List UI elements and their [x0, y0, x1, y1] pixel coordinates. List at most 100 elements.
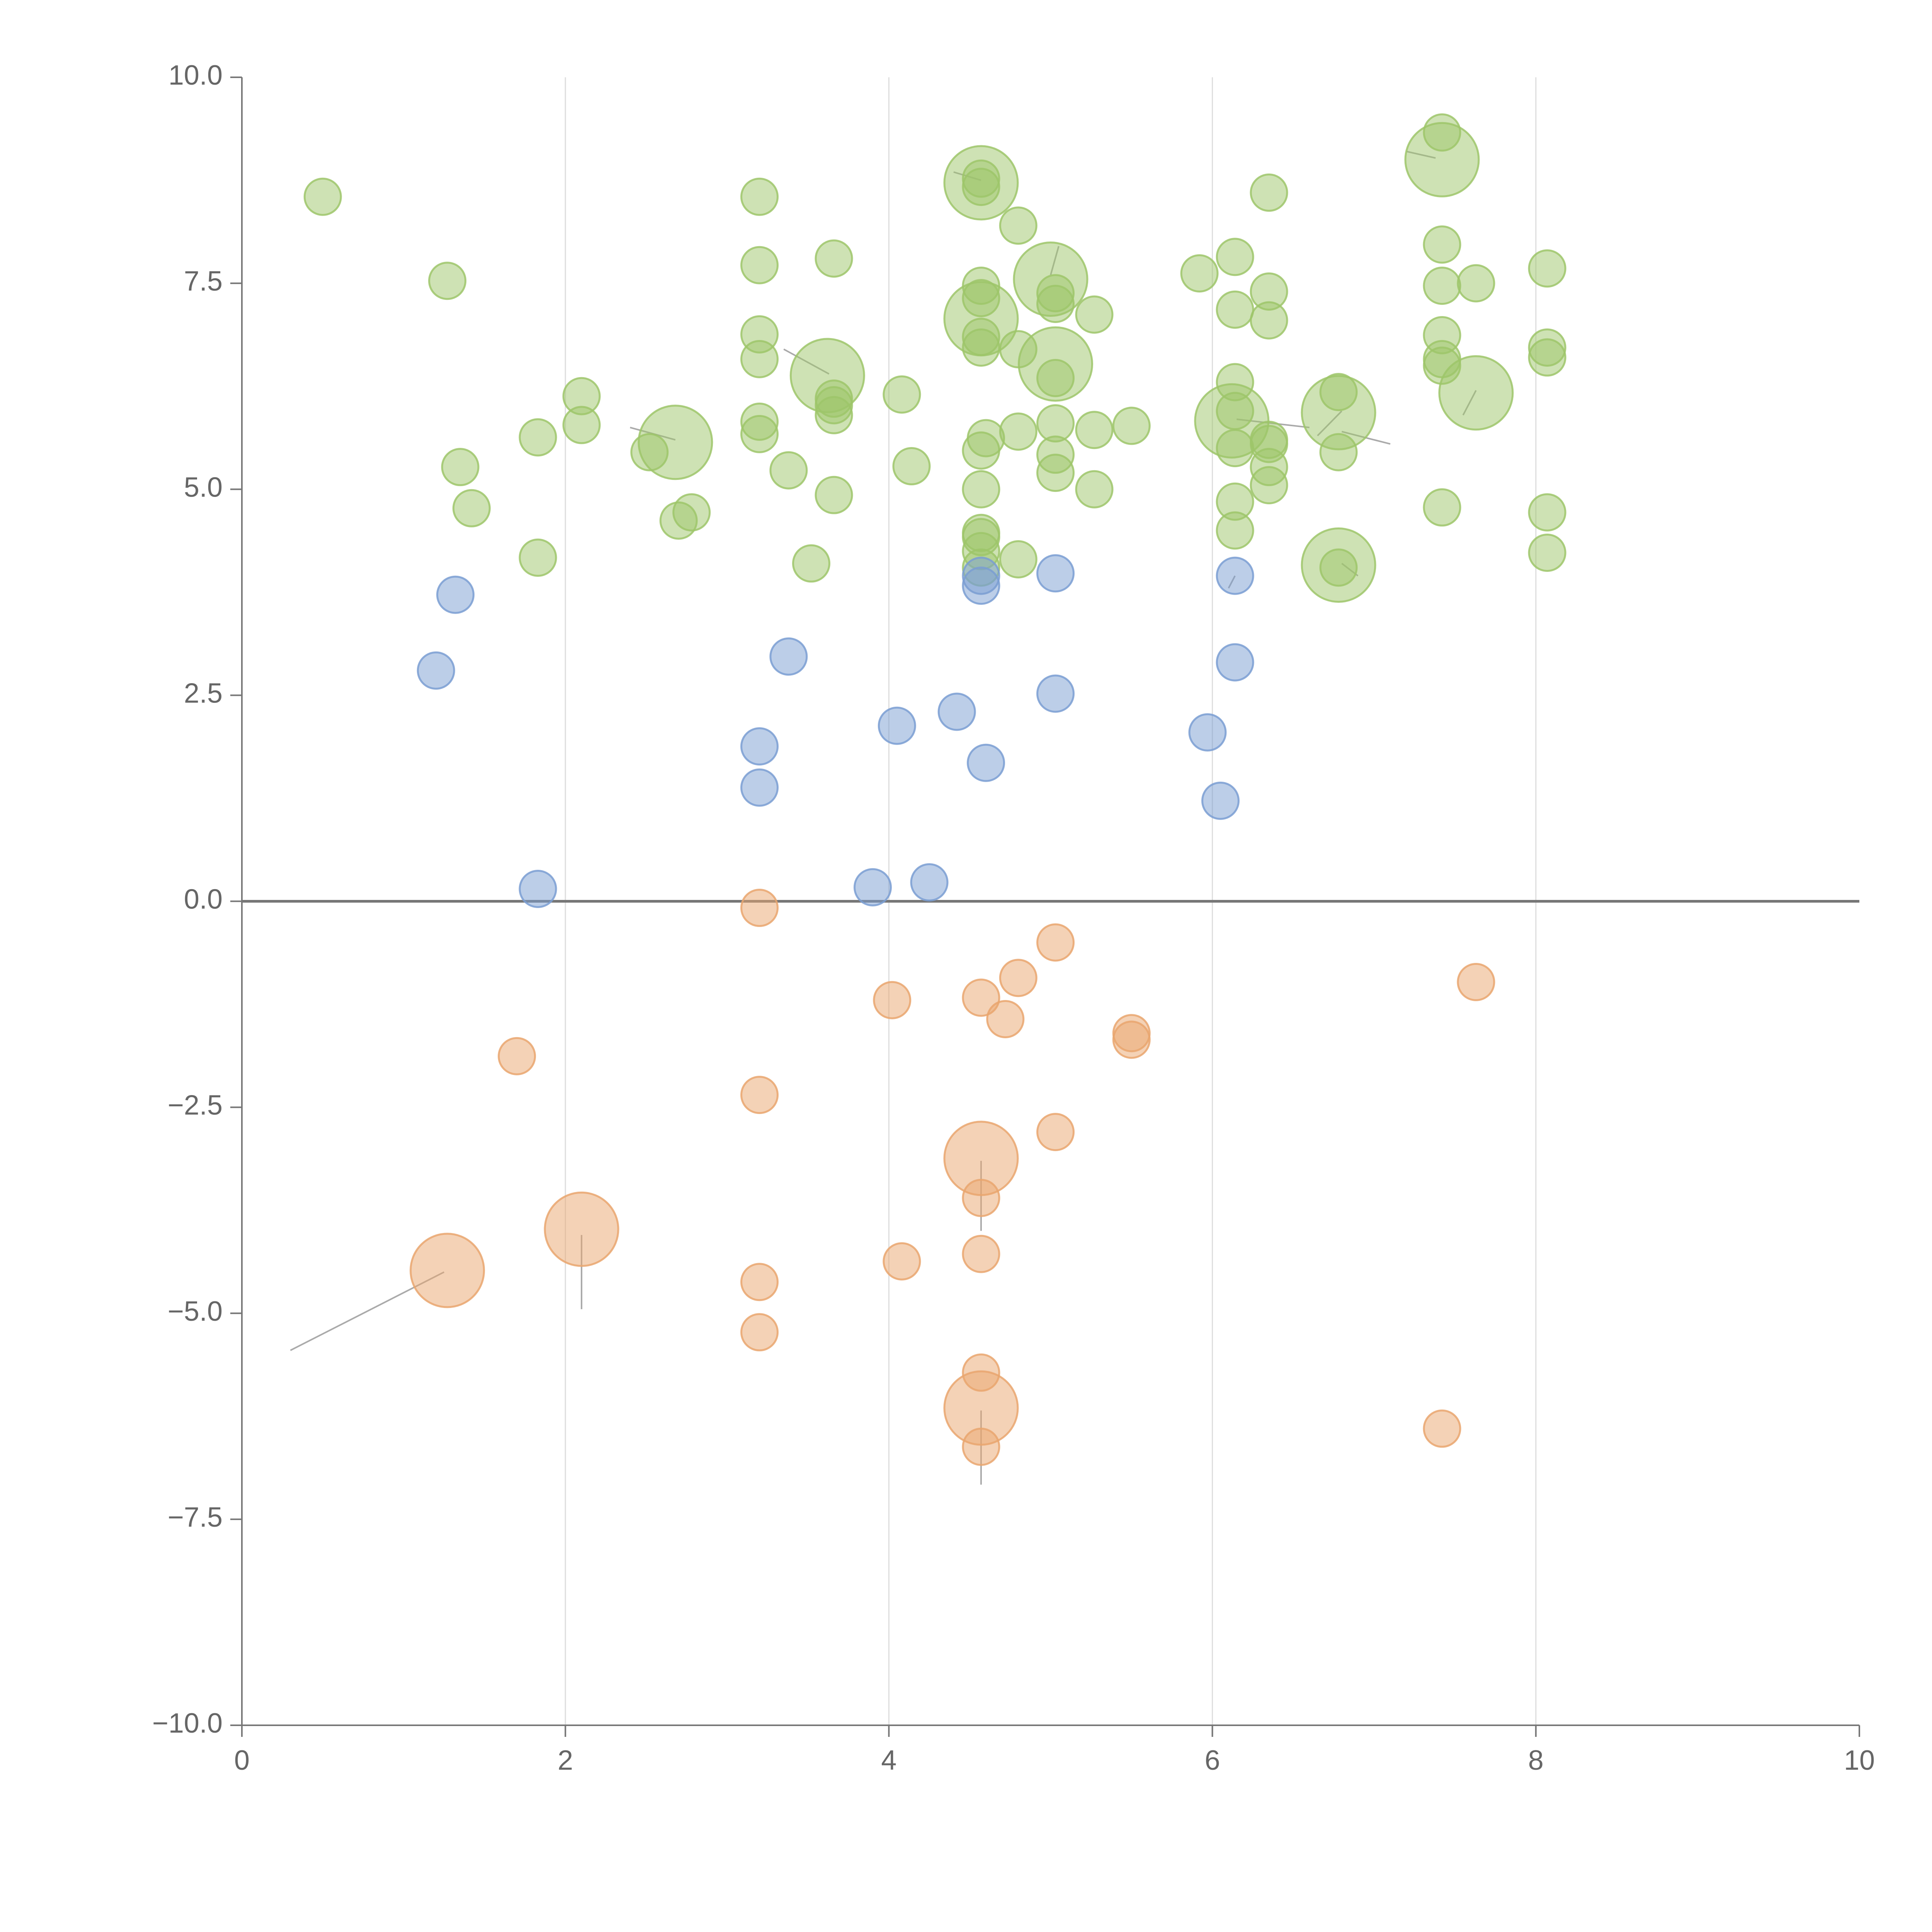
data-point [1036, 359, 1075, 397]
data-point [986, 1000, 1025, 1038]
data-point [740, 246, 779, 284]
data-point [962, 1179, 1000, 1217]
data-point [878, 706, 916, 745]
y-tick-label: 10.0 [168, 60, 223, 91]
data-point [967, 419, 1005, 457]
x-tick-label: 0 [234, 1745, 250, 1776]
data-point [1423, 267, 1461, 305]
data-point [1216, 429, 1254, 468]
data-point [740, 727, 779, 766]
data-point [417, 651, 455, 690]
x-tick-label: 2 [558, 1745, 573, 1776]
data-point [740, 415, 779, 453]
data-point [740, 340, 779, 378]
x-tick-label: 8 [1528, 1745, 1544, 1776]
data-point [769, 637, 808, 676]
data-point [999, 412, 1037, 451]
data-point [519, 870, 557, 908]
data-point [498, 1037, 536, 1075]
data-point [1036, 1113, 1075, 1151]
data-point [792, 544, 830, 583]
data-point [519, 418, 557, 457]
data-point [962, 328, 1000, 367]
data-point [1319, 373, 1358, 412]
axes: 0 2 4 6 8 10 10.0 7.5 5.0 2.5 0.0 −2.5 −5.0 −7.5 −10.0 [152, 60, 1875, 1776]
data-point [1250, 173, 1288, 212]
data-point [1438, 355, 1514, 431]
data-point [1216, 290, 1254, 329]
y-tick-label: −2.5 [168, 1090, 223, 1121]
data-point [1036, 923, 1075, 962]
data-point [1180, 254, 1219, 293]
data-point [1216, 556, 1254, 595]
y-tick-label: 2.5 [184, 678, 223, 709]
data-point [1036, 284, 1075, 323]
data-point [854, 868, 892, 906]
y-tick-label: 7.5 [184, 266, 223, 297]
data-point [1528, 493, 1566, 532]
x-tick-label: 6 [1205, 1745, 1220, 1776]
data-point [740, 889, 779, 927]
data-point [1250, 466, 1288, 505]
data-point [672, 493, 711, 532]
data-point [1423, 1409, 1461, 1448]
data-point [999, 206, 1037, 245]
data-point [1528, 249, 1566, 288]
data-point [1423, 488, 1461, 527]
y-tick-label: −7.5 [168, 1502, 223, 1533]
data-point [1528, 338, 1566, 377]
data-point [1319, 548, 1358, 587]
data-point [815, 476, 853, 514]
data-point [1075, 411, 1114, 449]
series-high [303, 113, 1566, 603]
data-point [544, 1191, 619, 1267]
data-point [303, 177, 342, 216]
data-point [962, 1235, 1000, 1273]
data-point [815, 239, 853, 278]
data-point [1036, 674, 1075, 713]
data-point [562, 406, 601, 444]
data-point [428, 262, 467, 300]
data-point [1036, 454, 1075, 492]
data-point [452, 489, 491, 527]
data-point [1423, 225, 1461, 264]
y-tick-label: −5.0 [168, 1296, 223, 1327]
data-point [910, 863, 949, 901]
series-mid [417, 554, 1254, 908]
data-point [962, 566, 1000, 605]
data-point [740, 768, 779, 807]
data-point [962, 168, 1000, 206]
data-point [1216, 392, 1254, 430]
data-points [303, 113, 1566, 1466]
data-point [1404, 122, 1480, 197]
data-point [883, 375, 921, 414]
data-point [1188, 713, 1227, 752]
data-point [436, 575, 475, 614]
data-point [883, 1242, 921, 1281]
data-point [999, 540, 1037, 579]
data-point [1216, 511, 1254, 550]
data-point [967, 743, 1005, 782]
data-point [1528, 533, 1566, 572]
data-point [740, 1076, 779, 1114]
data-point [815, 396, 853, 434]
y-tick-label: 0.0 [184, 884, 223, 915]
data-point [519, 538, 557, 577]
data-point [638, 405, 713, 480]
data-point [962, 470, 1000, 509]
data-point [1216, 643, 1254, 682]
data-point [1112, 1020, 1151, 1059]
y-tick-label: 5.0 [184, 472, 223, 503]
data-point [1250, 301, 1288, 340]
data-point [999, 959, 1037, 997]
data-point [1216, 238, 1254, 276]
data-point [1457, 963, 1495, 1001]
data-point [1036, 554, 1075, 593]
data-point [740, 1263, 779, 1301]
x-tick-label: 4 [881, 1745, 896, 1776]
data-point [873, 981, 912, 1019]
data-point [1112, 406, 1151, 445]
data-point [1457, 264, 1495, 303]
data-point [1075, 295, 1114, 334]
